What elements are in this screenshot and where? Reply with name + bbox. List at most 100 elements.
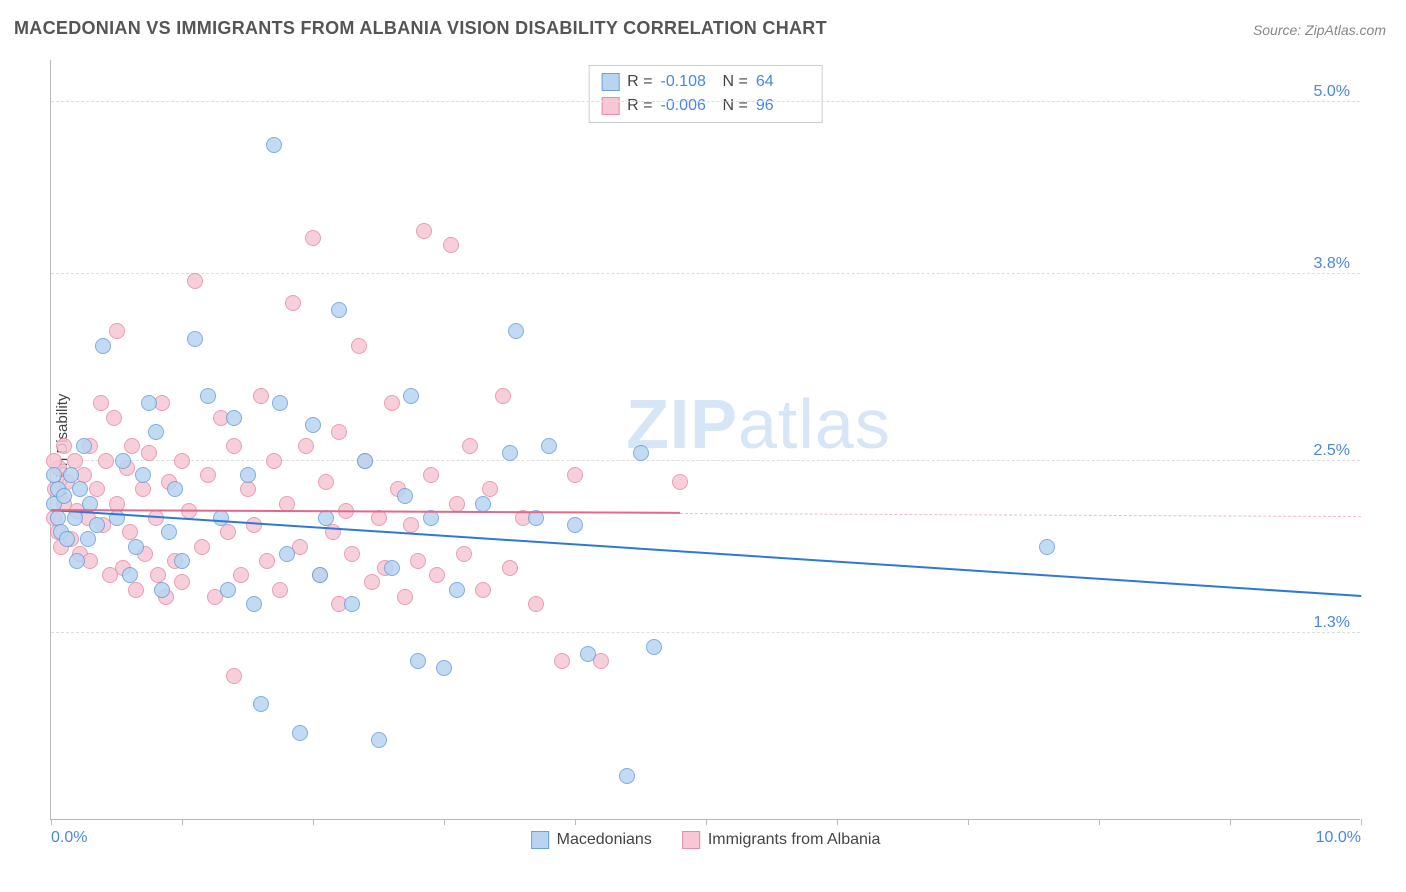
- data-point: [403, 517, 419, 533]
- data-point: [220, 524, 236, 540]
- x-tick-mark: [182, 819, 183, 825]
- x-tick-mark: [444, 819, 445, 825]
- data-point: [619, 768, 635, 784]
- y-tick-label: 1.3%: [1314, 614, 1350, 632]
- data-point: [266, 137, 282, 153]
- data-point: [567, 517, 583, 533]
- data-point: [115, 453, 131, 469]
- data-point: [312, 567, 328, 583]
- data-point: [72, 481, 88, 497]
- y-tick-label: 2.5%: [1314, 442, 1350, 460]
- data-point: [246, 596, 262, 612]
- legend-series-label: Macedonians: [557, 831, 652, 849]
- data-point: [240, 467, 256, 483]
- data-point: [502, 560, 518, 576]
- gridline: [51, 101, 1360, 102]
- data-point: [253, 696, 269, 712]
- legend-correlation-row: R = -0.108N = 64: [601, 70, 810, 94]
- data-point: [89, 517, 105, 533]
- data-point: [462, 438, 478, 454]
- trend-line: [680, 513, 1361, 517]
- data-point: [194, 539, 210, 555]
- data-point: [109, 323, 125, 339]
- data-point: [285, 295, 301, 311]
- data-point: [344, 596, 360, 612]
- data-point: [167, 481, 183, 497]
- data-point: [351, 338, 367, 354]
- x-tick-mark: [837, 819, 838, 825]
- source-attribution: Source: ZipAtlas.com: [1253, 22, 1386, 38]
- data-point: [495, 388, 511, 404]
- data-point: [226, 668, 242, 684]
- data-point: [416, 223, 432, 239]
- data-point: [128, 539, 144, 555]
- plot-area: ZIPatlas R = -0.108N = 64R = -0.006N = 9…: [50, 60, 1360, 820]
- data-point: [233, 567, 249, 583]
- data-point: [59, 531, 75, 547]
- trend-line: [51, 509, 680, 514]
- data-point: [128, 582, 144, 598]
- data-point: [200, 388, 216, 404]
- data-point: [246, 517, 262, 533]
- legend-n-label: N =: [723, 73, 748, 91]
- data-point: [508, 323, 524, 339]
- data-point: [397, 488, 413, 504]
- data-point: [279, 546, 295, 562]
- data-point: [436, 660, 452, 676]
- x-tick-mark: [51, 819, 52, 825]
- data-point: [220, 582, 236, 598]
- legend-series-item: Macedonians: [531, 831, 652, 849]
- legend-r-label: R =: [627, 97, 652, 115]
- data-point: [305, 230, 321, 246]
- legend-r-label: R =: [627, 73, 652, 91]
- legend-r-value: -0.006: [661, 97, 715, 115]
- data-point: [259, 553, 275, 569]
- data-point: [226, 438, 242, 454]
- legend-n-value: 96: [756, 97, 810, 115]
- data-point: [56, 488, 72, 504]
- data-point: [93, 395, 109, 411]
- data-point: [305, 417, 321, 433]
- data-point: [95, 338, 111, 354]
- data-point: [410, 653, 426, 669]
- data-point: [98, 453, 114, 469]
- data-point: [344, 546, 360, 562]
- data-point: [141, 395, 157, 411]
- data-point: [410, 553, 426, 569]
- data-point: [174, 553, 190, 569]
- legend-series-item: Immigrants from Albania: [682, 831, 881, 849]
- chart-container: MACEDONIAN VS IMMIGRANTS FROM ALBANIA VI…: [0, 0, 1406, 892]
- legend-n-value: 64: [756, 73, 810, 91]
- gridline: [51, 460, 1360, 461]
- data-point: [331, 302, 347, 318]
- data-point: [403, 388, 419, 404]
- data-point: [76, 438, 92, 454]
- data-point: [253, 388, 269, 404]
- data-point: [646, 639, 662, 655]
- x-tick-mark: [313, 819, 314, 825]
- data-point: [475, 496, 491, 512]
- chart-title: MACEDONIAN VS IMMIGRANTS FROM ALBANIA VI…: [14, 18, 827, 39]
- data-point: [187, 273, 203, 289]
- data-point: [384, 560, 400, 576]
- data-point: [456, 546, 472, 562]
- data-point: [200, 467, 216, 483]
- x-tick-mark: [1361, 819, 1362, 825]
- data-point: [298, 438, 314, 454]
- legend-swatch: [601, 97, 619, 115]
- data-point: [272, 582, 288, 598]
- data-point: [148, 424, 164, 440]
- data-point: [1039, 539, 1055, 555]
- data-point: [364, 574, 380, 590]
- data-point: [56, 438, 72, 454]
- data-point: [174, 453, 190, 469]
- data-point: [357, 453, 373, 469]
- y-tick-label: 5.0%: [1314, 83, 1350, 101]
- data-point: [449, 496, 465, 512]
- x-tick-label: 10.0%: [1316, 829, 1361, 847]
- data-point: [475, 582, 491, 598]
- data-point: [449, 582, 465, 598]
- data-point: [423, 467, 439, 483]
- data-point: [122, 567, 138, 583]
- data-point: [371, 732, 387, 748]
